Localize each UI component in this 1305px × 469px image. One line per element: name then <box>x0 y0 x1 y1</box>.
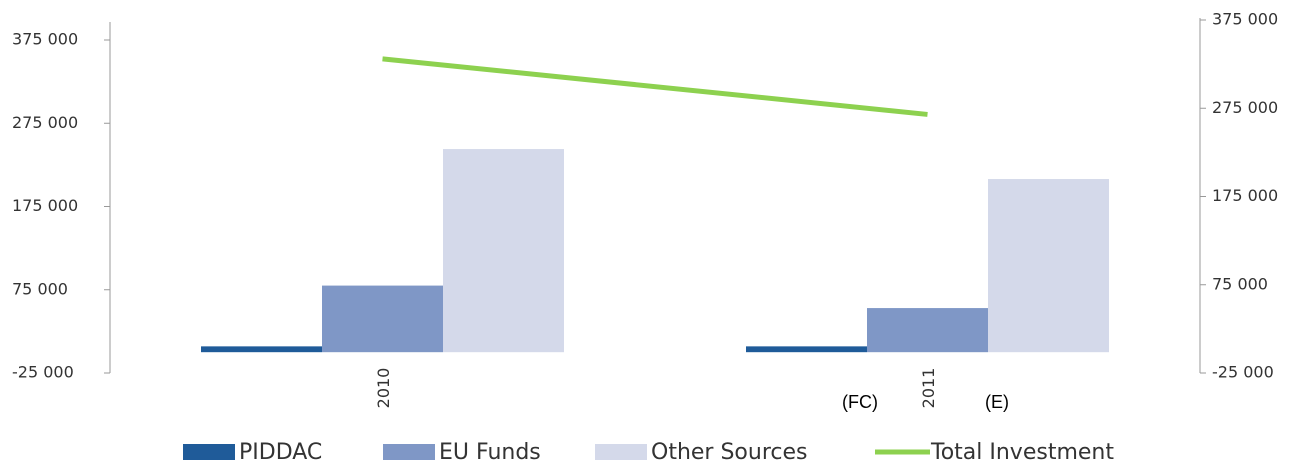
bar <box>988 179 1109 353</box>
bar <box>201 346 322 353</box>
legend-label: Total Investment <box>930 440 1114 465</box>
legend-label: Other Sources <box>651 440 807 465</box>
bar <box>443 149 564 353</box>
line <box>382 56 928 117</box>
x-tick-label: 2010 <box>374 368 393 409</box>
legend-swatch <box>183 444 235 460</box>
x-tick-label: 2011 <box>919 368 938 409</box>
bar <box>322 285 443 353</box>
y2-tick-label: 75 000 <box>1212 274 1268 293</box>
y-tick-label: 275 000 <box>12 113 78 132</box>
bar <box>867 308 988 353</box>
legend-label: EU Funds <box>439 440 541 465</box>
annotation: (E) <box>985 392 1009 412</box>
y-tick-label: 175 000 <box>12 196 78 215</box>
y-tick-label: 75 000 <box>12 279 68 298</box>
legend-swatch <box>383 444 435 460</box>
y2-tick-label: 175 000 <box>1212 186 1278 205</box>
y2-tick-label: -25 000 <box>1212 363 1274 382</box>
legend-swatch <box>595 444 647 460</box>
bar <box>746 346 867 353</box>
annotation: (FC) <box>842 392 878 412</box>
y-tick-label: 375 000 <box>12 30 78 49</box>
y-tick-label: -25 000 <box>12 363 74 382</box>
y2-tick-label: 375 000 <box>1212 10 1278 29</box>
y2-tick-label: 275 000 <box>1212 98 1278 117</box>
legend-label: PIDDAC <box>239 440 322 465</box>
